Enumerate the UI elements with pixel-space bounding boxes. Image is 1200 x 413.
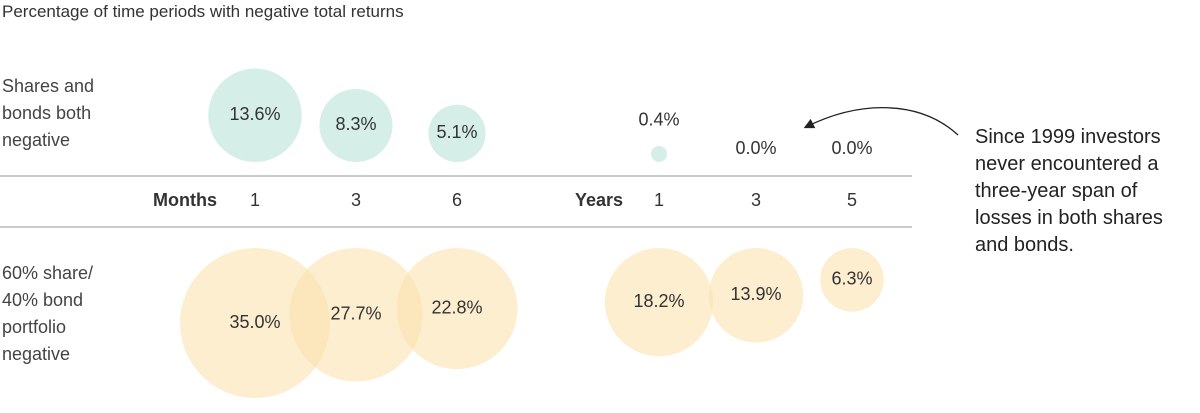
bubble — [289, 248, 423, 382]
data-label: 13.9% — [730, 284, 781, 304]
x-tick-label: 6 — [452, 190, 462, 210]
bubble — [428, 104, 486, 162]
data-label: 13.6% — [229, 104, 280, 124]
data-label: 22.8% — [431, 297, 482, 317]
x-tick-label: 1 — [654, 190, 664, 210]
data-label: 35.0% — [229, 312, 280, 332]
annotation: Since 1999 investors never encountered a… — [975, 126, 1163, 256]
bubble — [820, 247, 884, 312]
data-label: 5.1% — [436, 122, 477, 142]
x-tick-label: 3 — [751, 190, 761, 210]
group-label: Months — [153, 190, 217, 210]
annotation-arrow — [803, 107, 959, 136]
bubble — [708, 248, 804, 343]
series-label: Shares and bonds both negative — [2, 76, 95, 150]
x-tick-label: 1 — [250, 190, 260, 210]
bubble — [650, 145, 668, 163]
bubble — [319, 88, 393, 162]
x-tick-label: 5 — [847, 190, 857, 210]
bubble — [396, 248, 518, 370]
series-label: 60% share/40% bond portfolio negative — [2, 263, 94, 364]
data-label: 8.3% — [335, 114, 376, 134]
data-label: 18.2% — [633, 291, 684, 311]
group-label: Years — [575, 190, 623, 210]
bubble — [179, 248, 331, 399]
bubble — [208, 68, 302, 162]
chart-title: Percentage of time periods with negative… — [2, 2, 404, 21]
bubble — [604, 248, 714, 357]
data-label: 0.4% — [638, 110, 679, 130]
data-label: 27.7% — [330, 303, 381, 323]
x-tick-label: 3 — [351, 190, 361, 210]
data-label: 6.3% — [831, 269, 872, 289]
data-label: 0.0% — [735, 138, 776, 158]
data-label: 0.0% — [831, 138, 872, 158]
